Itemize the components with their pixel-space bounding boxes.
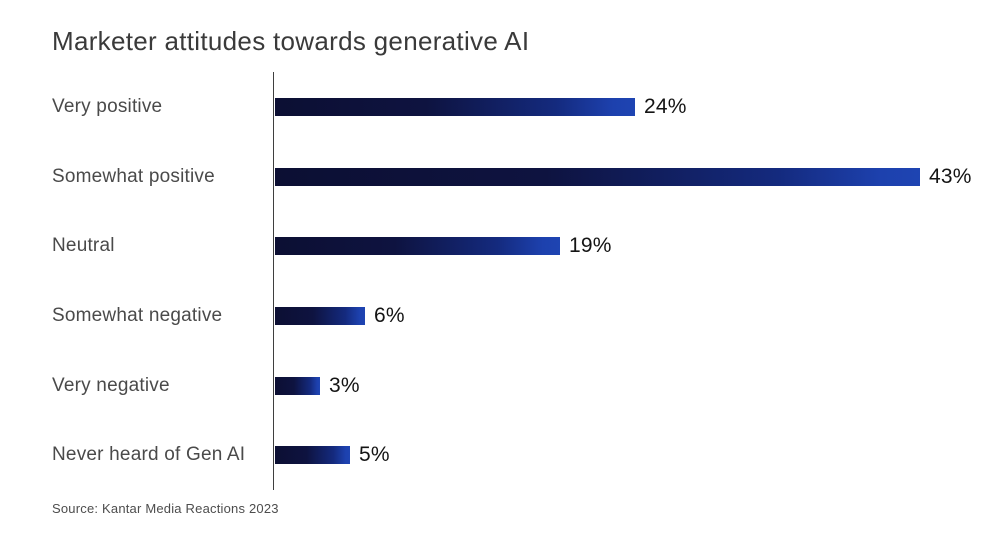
- category-label: Very negative: [52, 374, 170, 396]
- value-label: 43%: [929, 164, 972, 188]
- chart-row: Never heard of Gen AI 5%: [0, 420, 1000, 490]
- bar-rows: Very positive 24% Somewhat positive 43% …: [0, 72, 1000, 490]
- bar-very-positive: [275, 97, 635, 116]
- value-label: 24%: [644, 94, 687, 118]
- bar-somewhat-negative: [275, 306, 365, 325]
- category-label: Never heard of Gen AI: [52, 444, 246, 466]
- category-label: Somewhat positive: [52, 165, 215, 187]
- y-axis-line: [273, 72, 274, 490]
- chart-row: Neutral 19%: [0, 211, 1000, 281]
- value-label: 5%: [359, 443, 390, 467]
- chart-row: Very negative 3%: [0, 351, 1000, 421]
- chart-title: Marketer attitudes towards generative AI: [52, 26, 530, 56]
- bar-very-negative: [275, 376, 320, 395]
- bar-somewhat-positive: [275, 167, 920, 186]
- value-label: 3%: [329, 373, 360, 397]
- value-label: 19%: [569, 234, 612, 258]
- source-note: Source: Kantar Media Reactions 2023: [52, 501, 279, 516]
- chart-row: Very positive 24%: [0, 72, 1000, 142]
- chart-row: Somewhat negative 6%: [0, 281, 1000, 351]
- bar-never-heard: [275, 446, 350, 465]
- bar-neutral: [275, 237, 560, 256]
- category-label: Very positive: [52, 95, 163, 117]
- category-label: Somewhat negative: [52, 304, 223, 326]
- category-label: Neutral: [52, 235, 115, 257]
- chart-row: Somewhat positive 43%: [0, 142, 1000, 212]
- value-label: 6%: [374, 303, 405, 327]
